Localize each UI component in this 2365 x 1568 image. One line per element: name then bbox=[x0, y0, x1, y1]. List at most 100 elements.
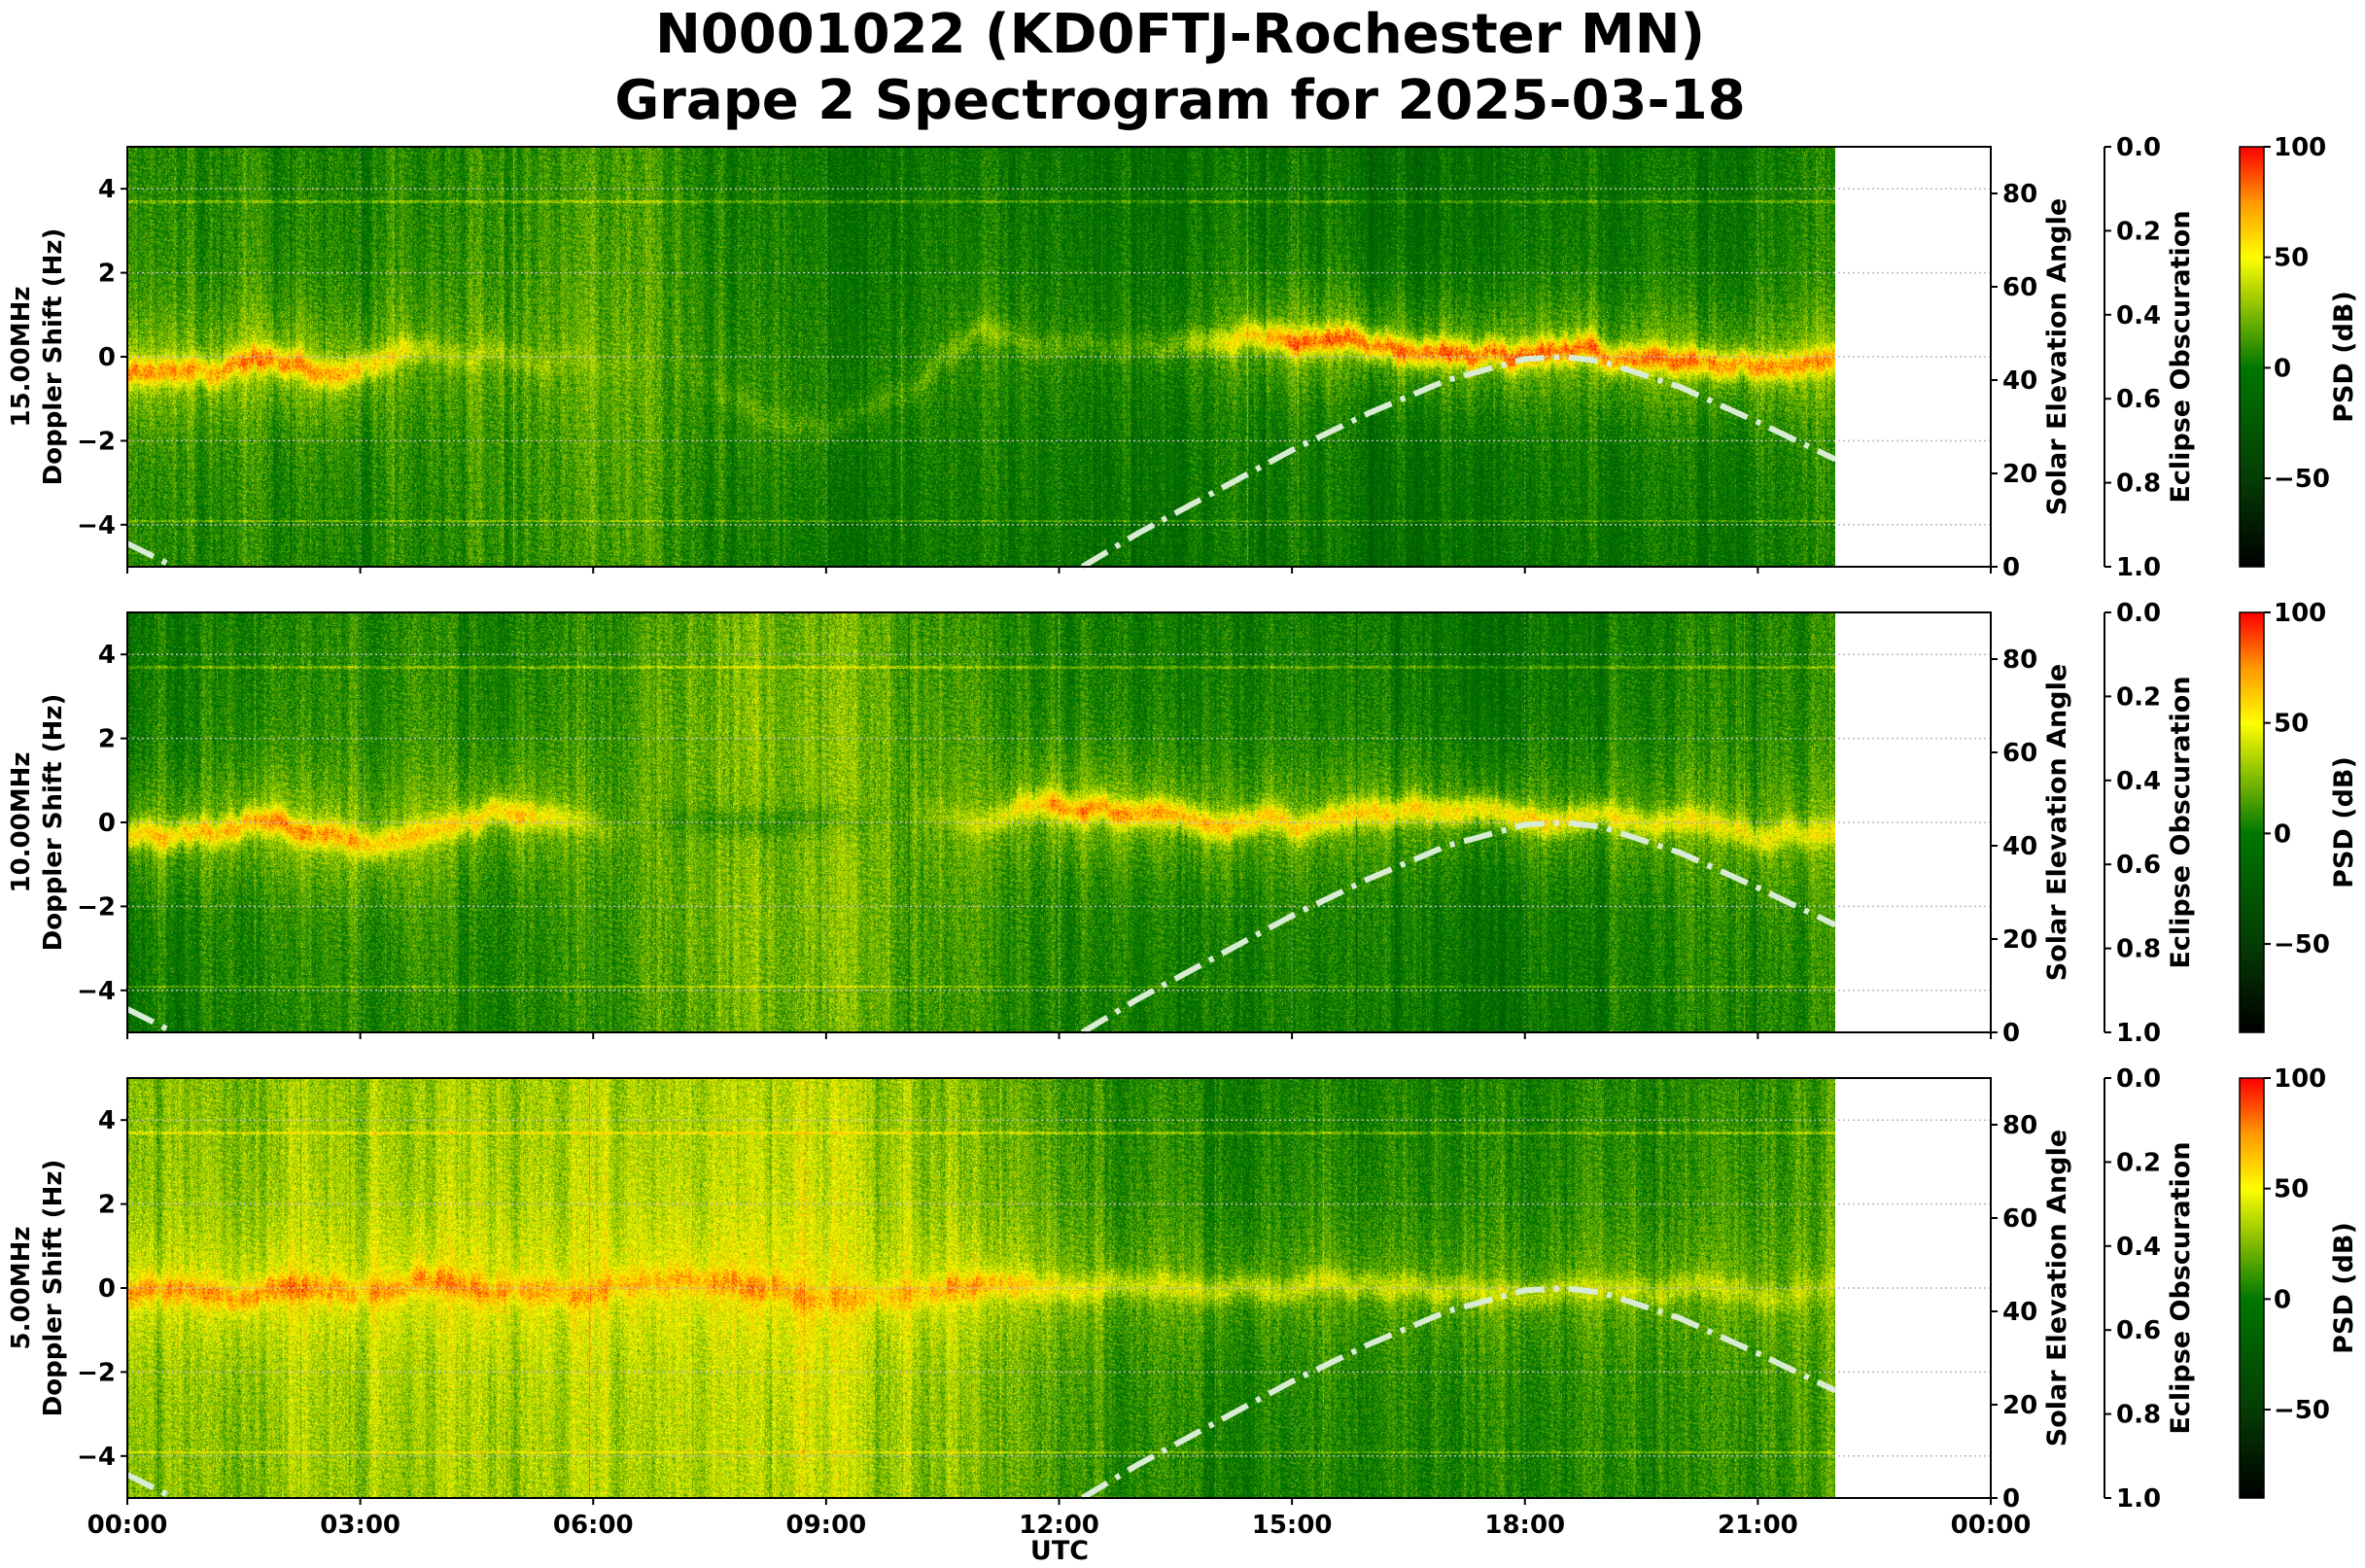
y-tick-label: 2 bbox=[98, 260, 116, 289]
colorbar-tick-label: 100 bbox=[2274, 599, 2326, 628]
solar-elevation-curve bbox=[1080, 353, 1837, 570]
y-tick-label: 2 bbox=[98, 1191, 116, 1220]
x-tick-label: 06:00 bbox=[553, 1511, 634, 1540]
colorbar-tick-label: 100 bbox=[2274, 133, 2326, 162]
y-tick-label: −4 bbox=[77, 1443, 116, 1472]
solar-tick-label: 60 bbox=[2002, 273, 2037, 302]
colorbar-5mhz bbox=[2240, 1078, 2264, 1498]
solar-tick-label: 20 bbox=[2002, 460, 2037, 489]
solar-tick-label: 0 bbox=[2002, 553, 2020, 582]
solar-elevation-curve bbox=[1080, 1284, 1837, 1501]
panel-frequency-label: 5.00MHz bbox=[7, 1227, 36, 1350]
spectrogram-5mhz bbox=[127, 1078, 1835, 1498]
colorbar-label: PSD (dB) bbox=[2329, 756, 2359, 889]
panel-frequency-label: 15.00MHz bbox=[7, 286, 36, 427]
x-tick-label: 09:00 bbox=[785, 1511, 866, 1540]
solar-tick-label: 80 bbox=[2002, 180, 2037, 209]
x-tick-label: 18:00 bbox=[1484, 1511, 1565, 1540]
colorbar-tick-label: 50 bbox=[2274, 1175, 2309, 1204]
solar-tick-label: 20 bbox=[2002, 925, 2037, 955]
chart-title-line1: N0001022 (KD0FTJ-Rochester MN) bbox=[655, 3, 1705, 66]
colorbar-tick-label: −50 bbox=[2274, 1396, 2330, 1425]
eclipse-axis-label: Eclipse Obscuration bbox=[2166, 210, 2196, 503]
solar-axis-label: Solar Elevation Angle bbox=[2042, 1130, 2072, 1446]
colorbar-tick-label: 50 bbox=[2274, 244, 2309, 273]
x-tick-label: 21:00 bbox=[1718, 1511, 1798, 1540]
y-tick-label: −4 bbox=[77, 511, 116, 540]
eclipse-tick-label: 0.6 bbox=[2116, 1316, 2161, 1345]
x-tick-label: 00:00 bbox=[87, 1511, 168, 1540]
eclipse-tick-label: 0.2 bbox=[2116, 1148, 2161, 1177]
eclipse-tick-label: 1.0 bbox=[2116, 553, 2161, 582]
colorbar-tick-label: 0 bbox=[2274, 1285, 2291, 1314]
y-axis-label: Doppler Shift (Hz) bbox=[39, 228, 68, 486]
x-tick-label: 00:00 bbox=[1951, 1511, 2032, 1540]
solar-elevation-curve bbox=[125, 540, 176, 570]
y-tick-label: 4 bbox=[98, 175, 116, 204]
solar-axis-label: Solar Elevation Angle bbox=[2042, 198, 2072, 515]
y-tick-label: 0 bbox=[98, 1274, 116, 1304]
colorbar-tick-label: 100 bbox=[2274, 1064, 2326, 1094]
eclipse-tick-label: 0.2 bbox=[2116, 217, 2161, 246]
eclipse-tick-label: 0.0 bbox=[2116, 1064, 2161, 1094]
colorbar-frame bbox=[2239, 1077, 2265, 1499]
y-tick-label: −4 bbox=[77, 977, 116, 1006]
solar-tick-label: 40 bbox=[2002, 1298, 2037, 1327]
colorbar-frame bbox=[2239, 611, 2265, 1033]
colorbar-frame bbox=[2239, 146, 2265, 568]
eclipse-tick-label: 0.4 bbox=[2116, 767, 2161, 796]
eclipse-tick-label: 0.8 bbox=[2116, 470, 2161, 499]
y-tick-label: 0 bbox=[98, 809, 116, 838]
y-tick-label: 2 bbox=[98, 725, 116, 754]
solar-tick-label: 60 bbox=[2002, 1204, 2037, 1234]
colorbar-15mhz bbox=[2240, 147, 2264, 567]
y-axis-label: Doppler Shift (Hz) bbox=[39, 694, 68, 952]
colorbar-label: PSD (dB) bbox=[2329, 1222, 2359, 1354]
eclipse-tick-label: 0.8 bbox=[2116, 1401, 2161, 1430]
y-tick-label: 4 bbox=[98, 641, 116, 670]
eclipse-tick-label: 0.6 bbox=[2116, 385, 2161, 414]
eclipse-tick-label: 0.2 bbox=[2116, 682, 2161, 712]
solar-tick-label: 0 bbox=[2002, 1019, 2020, 1048]
colorbar-label: PSD (dB) bbox=[2329, 291, 2359, 423]
y-tick-label: −2 bbox=[77, 892, 116, 922]
colorbar-tick-label: −50 bbox=[2274, 930, 2330, 959]
eclipse-tick-label: 0.0 bbox=[2116, 599, 2161, 628]
eclipse-tick-label: 0.0 bbox=[2116, 133, 2161, 162]
x-axis-label: UTC bbox=[1030, 1536, 1089, 1566]
solar-tick-label: 0 bbox=[2002, 1484, 2020, 1514]
solar-tick-label: 20 bbox=[2002, 1391, 2037, 1420]
y-tick-label: −2 bbox=[77, 427, 116, 456]
x-tick-label: 03:00 bbox=[320, 1511, 400, 1540]
y-tick-label: −2 bbox=[77, 1358, 116, 1387]
y-tick-label: 0 bbox=[98, 343, 116, 372]
colorbar-tick-label: −50 bbox=[2274, 465, 2330, 494]
colorbar-10mhz bbox=[2240, 612, 2264, 1032]
panel-frequency-label: 10.00MHz bbox=[7, 751, 36, 892]
eclipse-axis-label: Eclipse Obscuration bbox=[2166, 676, 2196, 968]
eclipse-tick-label: 1.0 bbox=[2116, 1019, 2161, 1048]
solar-elevation-curve bbox=[125, 1472, 176, 1501]
solar-axis-label: Solar Elevation Angle bbox=[2042, 664, 2072, 981]
colorbar-tick-label: 50 bbox=[2274, 710, 2309, 739]
solar-tick-label: 40 bbox=[2002, 832, 2037, 861]
solar-tick-label: 80 bbox=[2002, 1111, 2037, 1140]
x-tick-label: 15:00 bbox=[1252, 1511, 1333, 1540]
eclipse-axis-label: Eclipse Obscuration bbox=[2166, 1141, 2196, 1434]
solar-tick-label: 40 bbox=[2002, 366, 2037, 396]
y-axis-label: Doppler Shift (Hz) bbox=[39, 1160, 68, 1417]
y-tick-label: 4 bbox=[98, 1106, 116, 1135]
eclipse-tick-label: 1.0 bbox=[2116, 1484, 2161, 1514]
colorbar-tick-label: 0 bbox=[2274, 819, 2291, 849]
eclipse-tick-label: 0.4 bbox=[2116, 301, 2161, 331]
colorbar-tick-label: 0 bbox=[2274, 354, 2291, 383]
eclipse-tick-label: 0.4 bbox=[2116, 1233, 2161, 1262]
spectrogram-15mhz bbox=[127, 147, 1835, 567]
eclipse-tick-label: 0.8 bbox=[2116, 935, 2161, 964]
spectrogram-10mhz bbox=[127, 612, 1835, 1032]
eclipse-tick-label: 0.6 bbox=[2116, 851, 2161, 880]
x-tick-label: 12:00 bbox=[1019, 1511, 1099, 1540]
solar-tick-label: 80 bbox=[2002, 645, 2037, 675]
